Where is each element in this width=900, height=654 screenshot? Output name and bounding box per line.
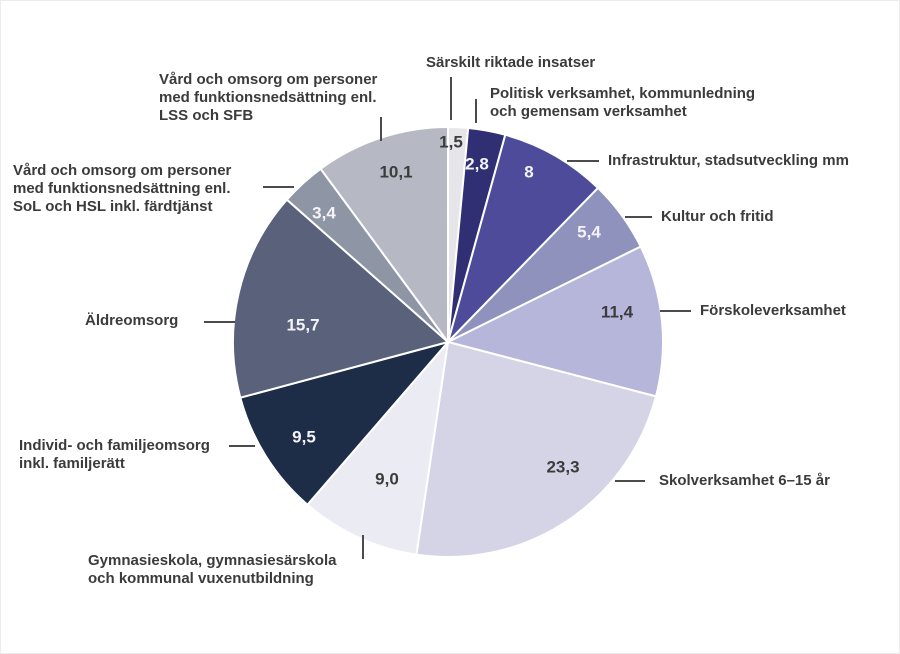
slice-value-label: 5,4 xyxy=(577,223,601,242)
pie-slice-4 xyxy=(447,245,664,398)
pie-slice-8 xyxy=(232,198,449,399)
pie-slice-2 xyxy=(447,133,599,343)
slice-value-label: 11,4 xyxy=(601,303,634,322)
slice-value-label: 15,7 xyxy=(286,316,319,335)
slice-value-label: 9,0 xyxy=(375,470,399,489)
slice-value-label: 10,1 xyxy=(379,163,412,182)
slice-value-label: 1,5 xyxy=(439,133,463,152)
slice-value-label: 23,3 xyxy=(546,458,579,477)
slice-value-label: 9,5 xyxy=(292,428,316,447)
pie-slice-7 xyxy=(239,341,449,506)
slice-value-label: 8 xyxy=(524,163,533,182)
slice-value-label: 2,8 xyxy=(465,155,489,174)
slice-value-label: 3,4 xyxy=(312,204,336,223)
pie-slice-6 xyxy=(306,341,449,556)
pie-slice-5 xyxy=(415,341,658,558)
